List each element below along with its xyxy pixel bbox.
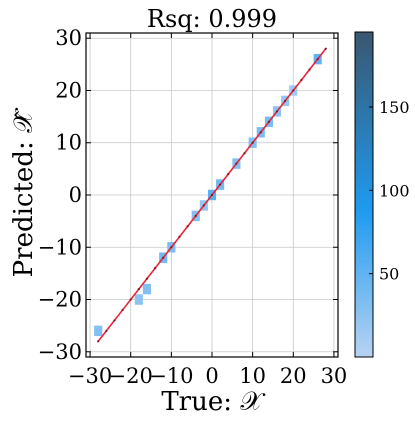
colorbar: 50 100 150 [354, 31, 410, 358]
fit-point [137, 287, 140, 291]
fit-point [324, 47, 327, 50]
x-tick-label: −20 [109, 364, 153, 388]
fit-point [219, 183, 222, 186]
x-tick-label: −30 [68, 364, 112, 388]
fit-point [186, 225, 189, 228]
fit-point [300, 78, 303, 82]
fit-point [170, 246, 173, 249]
y-tick-label: −20 [38, 288, 82, 312]
y-tick-label: −30 [38, 340, 82, 364]
fit-point [243, 152, 246, 155]
fit-point [308, 68, 311, 71]
fit-point [259, 131, 262, 134]
chart-title: Rsq: 0.999 [147, 5, 277, 33]
fit-point [316, 58, 319, 61]
fit-point [194, 214, 197, 218]
fit-point [113, 319, 116, 322]
fit-line [97, 47, 327, 343]
fit-point [210, 193, 214, 197]
colorbar-tick-label: 100 [379, 181, 410, 200]
y-axis-label: Predicted: 𝒳̂ [9, 107, 39, 277]
fit-point [275, 110, 279, 113]
y-tick-label: −10 [38, 235, 82, 259]
fit-point [97, 340, 100, 343]
x-axis-label: True: 𝒳 [161, 387, 266, 417]
x-tick-label: 0 [205, 364, 218, 388]
fit-point [105, 329, 108, 332]
fit-point [153, 267, 157, 270]
x-tick-label: 10 [239, 364, 266, 388]
y-tick-label: 20 [55, 78, 82, 102]
fit-point [162, 256, 165, 259]
fit-point [284, 99, 287, 103]
heatmap-cell [134, 294, 143, 305]
fit-point [251, 141, 254, 144]
colorbar-tick-label: 150 [379, 98, 410, 117]
fit-point [235, 162, 238, 165]
fit-point [145, 277, 149, 280]
y-tick-label: 10 [55, 131, 82, 155]
heatmap-cell [94, 325, 103, 337]
fit-point [202, 204, 205, 207]
fit-point [292, 89, 295, 92]
fit-point [121, 308, 124, 312]
x-tick-label: 20 [280, 364, 307, 388]
x-axis: −30−20−10 0 10 20 30 [68, 33, 347, 388]
colorbar-gradient [354, 31, 374, 358]
y-axis: −30 −20 −10 0 10 20 30 [38, 26, 338, 364]
fit-point [178, 235, 181, 238]
y-tick-label: 0 [69, 183, 82, 207]
heatmap-cell [142, 283, 152, 295]
y-tick-label: 30 [55, 26, 82, 50]
fit-point [267, 120, 271, 123]
fit-point [227, 172, 230, 176]
fit-point [129, 298, 132, 301]
colorbar-tick-label: 50 [379, 265, 399, 284]
x-tick-label: −10 [149, 364, 193, 388]
x-tick-label: 30 [321, 364, 348, 388]
